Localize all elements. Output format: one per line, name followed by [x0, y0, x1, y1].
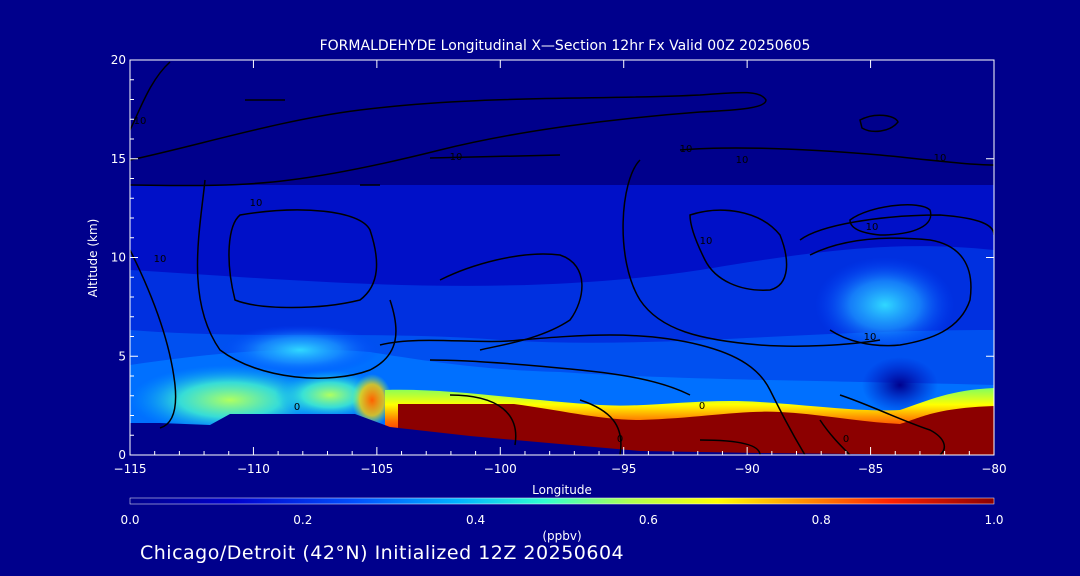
y-tick-label: 20: [111, 53, 126, 67]
contour-label: 10: [700, 236, 713, 247]
contour-label: 10: [736, 155, 749, 166]
contour-label: 10: [450, 152, 463, 163]
footer-caption: Chicago/Detroit (42°N) Initialized 12Z 2…: [140, 542, 625, 564]
x-tick-label: −90: [734, 462, 759, 476]
y-axis-label: Altitude (km): [86, 219, 100, 298]
terrain: [130, 414, 994, 455]
x-tick-label: −95: [611, 462, 636, 476]
dark-pocket: [862, 357, 938, 413]
colorbar-tick-label: 0.0: [120, 513, 139, 527]
contour-label: 10: [154, 254, 167, 265]
contour-label: 10: [680, 144, 693, 155]
colorbar: [129, 497, 995, 505]
contour-label: 10: [134, 116, 147, 127]
y-tick-label: 0: [118, 448, 126, 462]
contour-labels: 0 0 0 0 10 10 10 10 10 10 10 10 10 10: [134, 116, 947, 445]
y-tick-label: 5: [118, 349, 126, 363]
orange-plume: [352, 374, 392, 426]
y-axis: 0 5 10 15 20: [111, 53, 994, 462]
contour-label: 0: [294, 402, 300, 413]
x-tick-label: −100: [484, 462, 517, 476]
contour-label: 10: [864, 332, 877, 343]
contour-label: 0: [699, 401, 705, 412]
contour-label: 10: [250, 198, 263, 209]
cyan-plume-east: [815, 257, 955, 353]
x-axis: −115 −110 −105 −100 −95 −90 −85 −80: [114, 60, 1007, 476]
y-tick-label: 15: [111, 152, 126, 166]
contour-label: 0: [617, 434, 623, 445]
x-tick-label: −85: [858, 462, 883, 476]
y-tick-label: 10: [111, 251, 126, 265]
colorbar-tick-label: 0.8: [812, 513, 831, 527]
chart-title: FORMALDEHYDE Longitudinal X—Section 12hr…: [320, 38, 811, 54]
cyan-plume-mid: [220, 325, 380, 375]
colorbar-tick-label: 0.4: [466, 513, 485, 527]
x-axis-label: Longitude: [532, 483, 592, 497]
colorbar-ticks: 0.0 0.2 0.4 0.6 0.8 1.0: [120, 513, 1003, 527]
x-tick-label: −105: [360, 462, 393, 476]
colorbar-label: (ppbv): [542, 529, 581, 543]
colorbar-tick-label: 0.2: [293, 513, 312, 527]
colorbar-tick-label: 0.6: [639, 513, 658, 527]
colorbar-tick-label: 1.0: [984, 513, 1003, 527]
heatmap-field: [130, 60, 994, 455]
surface-max-band: [398, 404, 994, 455]
contour-label: 10: [866, 222, 879, 233]
contour-label: 10: [934, 153, 947, 164]
x-tick-label: −80: [981, 462, 1006, 476]
x-tick-label: −110: [237, 462, 270, 476]
contour-label: 0: [843, 434, 849, 445]
x-tick-label: −115: [114, 462, 147, 476]
contour-lines: [130, 61, 994, 455]
